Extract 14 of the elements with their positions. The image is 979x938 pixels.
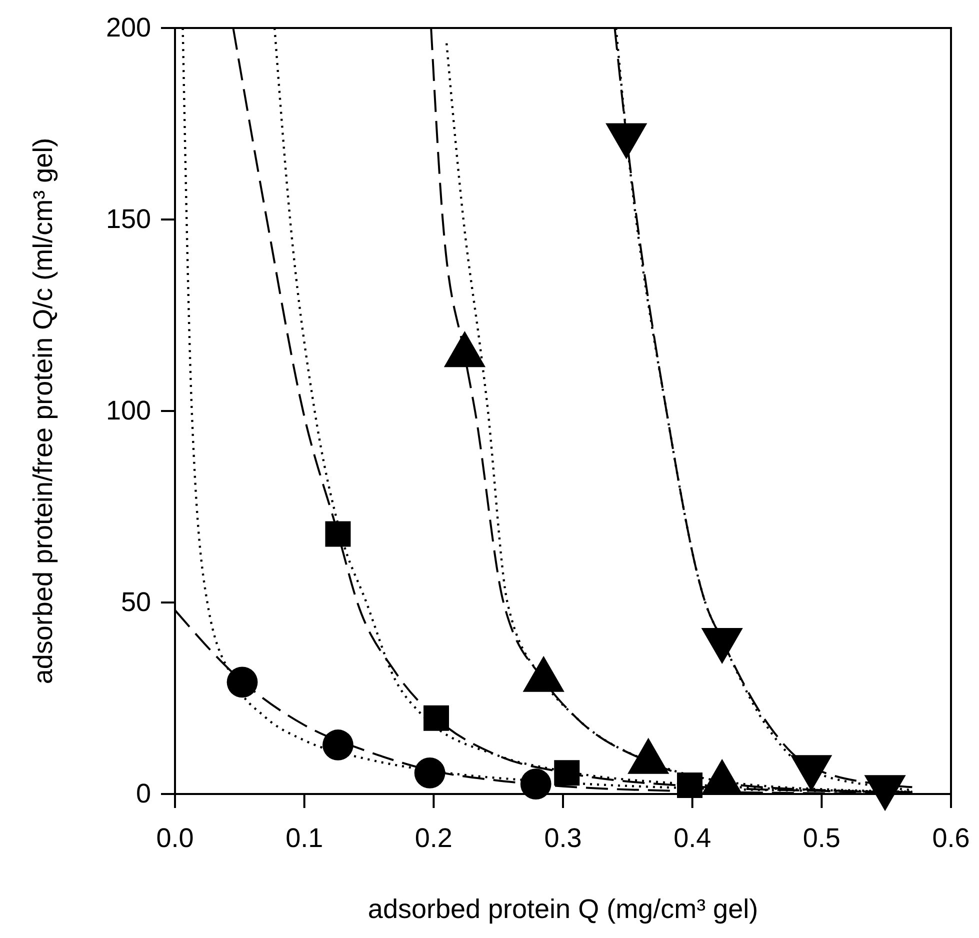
y-tick-label: 0 [136, 778, 151, 809]
x-tick-label: 0.5 [802, 823, 840, 854]
y-axis-title: adsorbed protein/free protein Q/c (ml/cm³ gel) [28, 138, 58, 684]
x-tick-label: 0.2 [414, 823, 452, 854]
x-tick-label: 0.6 [932, 823, 970, 854]
y-tick-label: 200 [106, 12, 151, 43]
x-axis-title: adsorbed protein Q (mg/cm³ gel) [368, 894, 758, 924]
x-tick-label: 0.0 [156, 823, 194, 854]
y-tick-label: 50 [120, 587, 151, 618]
y-tick-label: 150 [106, 204, 151, 234]
y-tick-label: 100 [106, 396, 151, 426]
x-tick-label: 0.4 [674, 823, 712, 854]
x-tick-label: 0.1 [286, 823, 324, 854]
x-tick-label: 0.3 [544, 823, 582, 854]
